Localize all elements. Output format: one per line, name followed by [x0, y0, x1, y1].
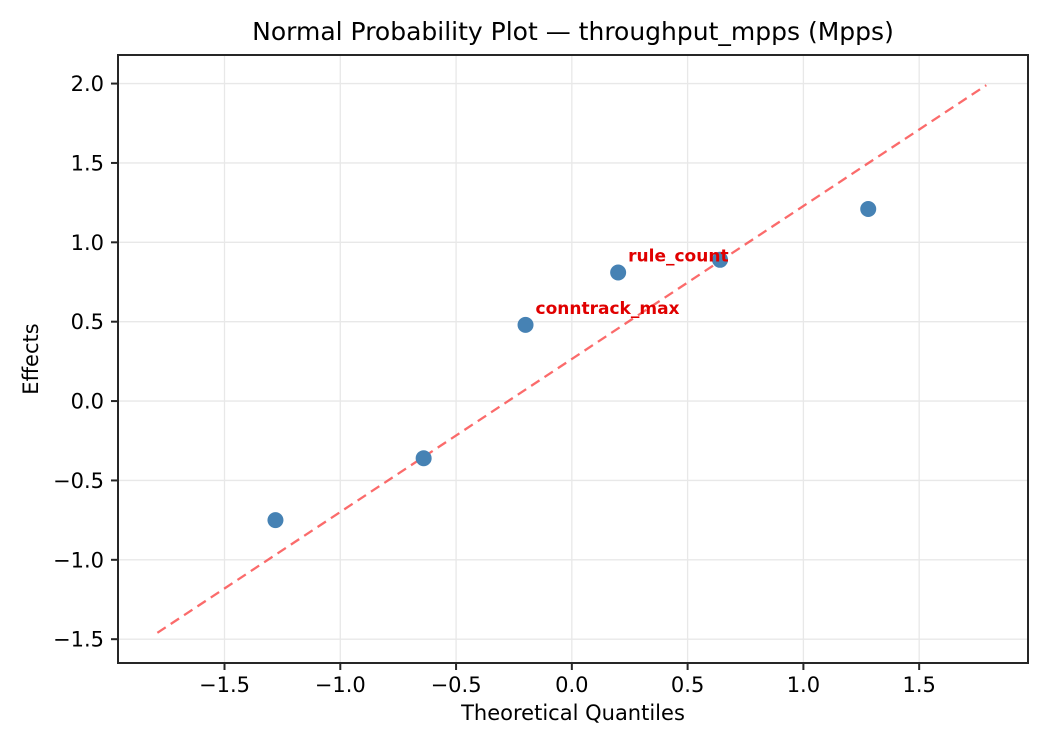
annotation-label: conntrack_max	[536, 299, 680, 319]
data-point	[267, 512, 284, 529]
x-tick-label: 0.5	[671, 673, 704, 697]
y-tick-label: 0.5	[71, 310, 104, 334]
annotation-label: rule_count	[628, 246, 728, 266]
data-point	[712, 251, 729, 268]
y-tick-label: −1.0	[53, 548, 104, 572]
y-tick-label: 2.0	[71, 72, 104, 96]
reference-line	[156, 84, 987, 634]
y-tick-label: −0.5	[53, 469, 104, 493]
data-point	[610, 264, 627, 281]
axes-frame	[117, 54, 1029, 664]
x-tick-label: 0.0	[555, 673, 588, 697]
x-tick-label: −0.5	[431, 673, 482, 697]
x-tick-label: 1.5	[902, 673, 935, 697]
y-tick-label: 1.0	[71, 231, 104, 255]
x-tick-label: −1.0	[315, 673, 366, 697]
y-tick-label: 1.5	[71, 151, 104, 175]
y-tick-label: −1.5	[53, 628, 104, 652]
data-point	[415, 450, 432, 467]
data-point	[517, 316, 534, 333]
x-axis-label: Theoretical Quantiles	[461, 701, 685, 725]
data-point	[860, 200, 877, 217]
chart-title: Normal Probability Plot — throughput_mpp…	[252, 17, 894, 46]
x-tick-label: 1.0	[787, 673, 820, 697]
y-axis-label: Effects	[19, 323, 43, 395]
x-tick-label: −1.5	[199, 673, 250, 697]
y-tick-label: 0.0	[71, 390, 104, 414]
